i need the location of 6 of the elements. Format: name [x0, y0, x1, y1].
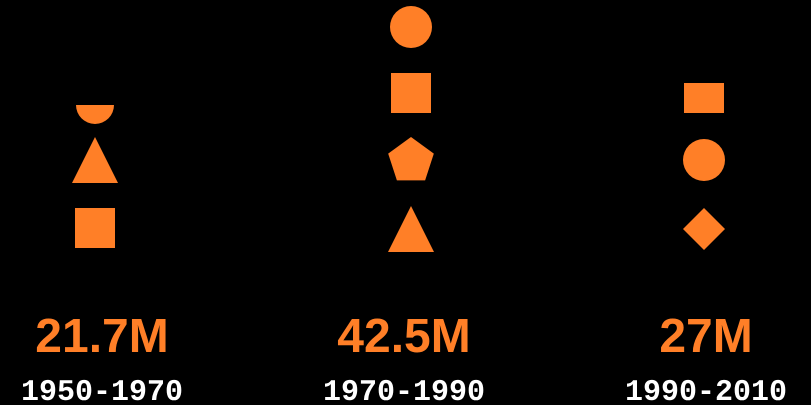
category-label: 1970-1990	[322, 376, 486, 405]
category-label: 1990-2010	[624, 376, 788, 405]
data-label: 27M	[659, 310, 753, 363]
data-label: 21.7M	[35, 310, 169, 363]
data-label: 42.5M	[337, 310, 471, 363]
category-label: 1950-1970	[20, 376, 184, 405]
